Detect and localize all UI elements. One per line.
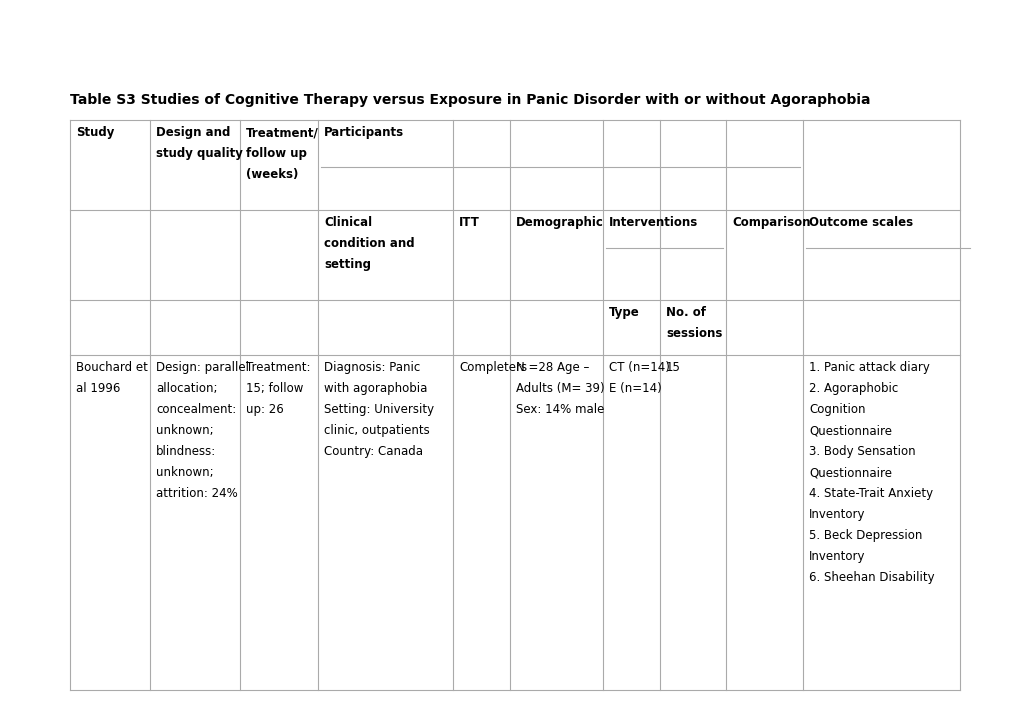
Text: Treatment:
15; follow
up: 26: Treatment: 15; follow up: 26: [246, 361, 310, 416]
Text: 1. Panic attack diary
2. Agoraphobic
Cognition
Questionnaire
3. Body Sensation
Q: 1. Panic attack diary 2. Agoraphobic Cog…: [808, 361, 933, 584]
Text: Completers: Completers: [459, 361, 527, 374]
Text: CT (n=14)
E (n=14): CT (n=14) E (n=14): [608, 361, 669, 395]
Text: Table S3 Studies of Cognitive Therapy versus Exposure in Panic Disorder with or : Table S3 Studies of Cognitive Therapy ve…: [70, 93, 869, 107]
Text: Participants: Participants: [324, 126, 404, 139]
Text: Type: Type: [608, 306, 639, 319]
Text: 15: 15: [665, 361, 681, 374]
Text: Diagnosis: Panic
with agoraphobia
Setting: University
clinic, outpatients
Countr: Diagnosis: Panic with agoraphobia Settin…: [324, 361, 434, 458]
Text: Study: Study: [76, 126, 114, 139]
Text: Clinical
condition and
setting: Clinical condition and setting: [324, 216, 414, 271]
Text: N =28 Age –
Adults (M= 39)
Sex: 14% male: N =28 Age – Adults (M= 39) Sex: 14% male: [516, 361, 604, 416]
Text: Bouchard et
al 1996: Bouchard et al 1996: [76, 361, 148, 395]
Text: Demographic: Demographic: [516, 216, 603, 229]
Text: No. of
sessions: No. of sessions: [665, 306, 721, 340]
Text: Treatment/
follow up
(weeks): Treatment/ follow up (weeks): [246, 126, 319, 181]
Text: Outcome scales: Outcome scales: [808, 216, 912, 229]
Text: ITT: ITT: [459, 216, 479, 229]
Text: Design and
study quality: Design and study quality: [156, 126, 243, 160]
Text: Design: parallel
allocation;
concealment:
unknown;
blindness:
unknown;
attrition: Design: parallel allocation; concealment…: [156, 361, 249, 500]
Text: Comparison: Comparison: [732, 216, 810, 229]
Text: Interventions: Interventions: [608, 216, 698, 229]
